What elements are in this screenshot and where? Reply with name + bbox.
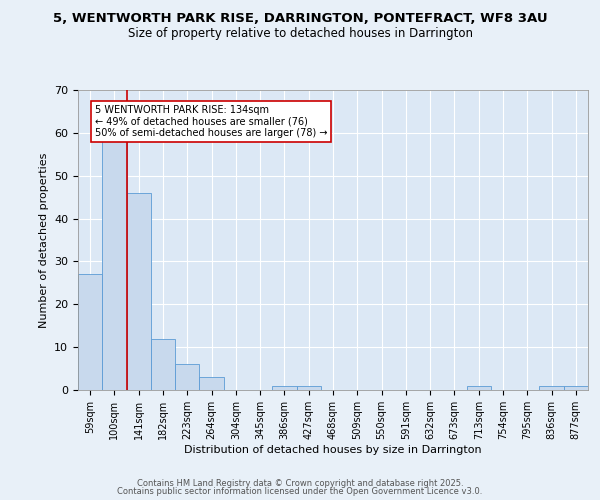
Text: Contains public sector information licensed under the Open Government Licence v3: Contains public sector information licen… bbox=[118, 487, 482, 496]
Bar bbox=[272, 386, 296, 390]
Bar bbox=[151, 338, 175, 390]
X-axis label: Distribution of detached houses by size in Darrington: Distribution of detached houses by size … bbox=[184, 444, 482, 454]
Bar bbox=[467, 386, 491, 390]
Text: Contains HM Land Registry data © Crown copyright and database right 2025.: Contains HM Land Registry data © Crown c… bbox=[137, 478, 463, 488]
Text: Size of property relative to detached houses in Darrington: Size of property relative to detached ho… bbox=[128, 28, 473, 40]
Bar bbox=[199, 377, 224, 390]
Bar bbox=[539, 386, 564, 390]
Text: 5 WENTWORTH PARK RISE: 134sqm
← 49% of detached houses are smaller (76)
50% of s: 5 WENTWORTH PARK RISE: 134sqm ← 49% of d… bbox=[95, 105, 327, 138]
Bar bbox=[564, 386, 588, 390]
Text: 5, WENTWORTH PARK RISE, DARRINGTON, PONTEFRACT, WF8 3AU: 5, WENTWORTH PARK RISE, DARRINGTON, PONT… bbox=[53, 12, 547, 26]
Bar bbox=[296, 386, 321, 390]
Bar bbox=[175, 364, 199, 390]
Bar bbox=[102, 137, 127, 390]
Bar bbox=[127, 193, 151, 390]
Y-axis label: Number of detached properties: Number of detached properties bbox=[38, 152, 49, 328]
Bar bbox=[78, 274, 102, 390]
